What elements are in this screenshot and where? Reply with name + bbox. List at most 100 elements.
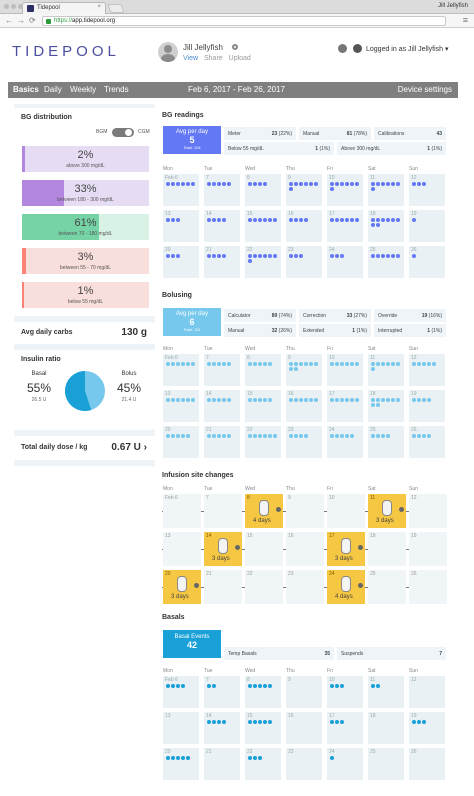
site-change-day[interactable]: 20 3 days — [163, 570, 201, 604]
calendar-day[interactable]: 9 — [286, 676, 322, 708]
calendar-day[interactable]: 25 — [368, 748, 404, 780]
calendar-day[interactable]: 12 — [409, 676, 445, 708]
calendar-day[interactable]: 22 — [245, 426, 281, 458]
bg-source-toggle[interactable] — [112, 128, 134, 137]
calendar-day[interactable]: 7 — [204, 354, 240, 386]
tab-weekly[interactable]: Weekly — [70, 85, 97, 94]
calendar-day[interactable]: 23 — [286, 570, 324, 604]
site-change-day[interactable]: 11 3 days — [368, 494, 406, 528]
calendar-day[interactable]: 19 — [409, 390, 445, 422]
calendar-day[interactable]: 12 — [409, 494, 447, 528]
calendar-day[interactable]: 11 — [368, 354, 404, 386]
calendar-day[interactable]: 19 — [409, 712, 445, 744]
calendar-day[interactable]: 8 — [245, 676, 281, 708]
calendar-day[interactable]: 18 — [368, 390, 404, 422]
close-icon[interactable]: × — [97, 4, 101, 10]
calendar-day[interactable]: 25 — [368, 246, 404, 278]
calendar-day[interactable]: 24 — [327, 748, 363, 780]
tab-basics[interactable]: Basics — [13, 85, 39, 94]
calendar-day[interactable]: 16 — [286, 210, 322, 242]
calendar-day[interactable]: 21 — [204, 426, 240, 458]
calendar-day[interactable]: 17 — [327, 712, 363, 744]
calendar-day[interactable]: 12 — [409, 354, 445, 386]
calendar-day[interactable]: 7 — [204, 494, 242, 528]
tidepool-logo[interactable]: TIDEPOOL — [12, 43, 120, 60]
tab-trends[interactable]: Trends — [104, 85, 129, 94]
calendar-day[interactable]: 21 — [204, 748, 240, 780]
back-icon[interactable]: ← — [5, 16, 13, 25]
calendar-day[interactable]: 23 — [286, 748, 322, 780]
calendar-day[interactable]: 10 — [327, 676, 363, 708]
summary-cell[interactable]: Temp Basals 35 — [224, 647, 334, 660]
site-change-day[interactable]: 8 4 days — [245, 494, 283, 528]
summary-cell[interactable]: Above 300 mg/dL 1 (1%) — [337, 142, 446, 155]
forward-icon[interactable]: → — [17, 16, 25, 25]
calendar-day[interactable]: 19 — [409, 532, 447, 566]
calendar-day[interactable]: 16 — [286, 390, 322, 422]
calendar-day[interactable]: 17 — [327, 210, 363, 242]
summary-cell[interactable]: Extended 1 (1%) — [299, 324, 371, 337]
calendar-day[interactable]: Feb 6 — [163, 494, 201, 528]
new-tab-button[interactable] — [107, 4, 125, 13]
calendar-day[interactable]: 14 — [204, 390, 240, 422]
calendar-day[interactable]: Feb 6 — [163, 354, 199, 386]
calendar-day[interactable]: 15 — [245, 532, 283, 566]
calendar-day[interactable]: 14 — [204, 210, 240, 242]
gear-icon[interactable] — [232, 44, 238, 50]
summary-cell[interactable]: Manual 81 (78%) — [299, 127, 371, 140]
browser-tab[interactable]: Tidepool × — [22, 2, 106, 14]
bolus-avg-summary[interactable]: Avg per day 6 Total: 121 — [163, 308, 221, 336]
calendar-day[interactable]: 20 — [163, 748, 199, 780]
calendar-day[interactable]: 13 — [163, 210, 199, 242]
calendar-day[interactable]: 8 — [245, 354, 281, 386]
calendar-day[interactable]: 11 — [368, 174, 404, 206]
summary-cell[interactable]: Correction 33 (27%) — [299, 309, 371, 322]
calendar-day[interactable]: 21 — [204, 570, 242, 604]
calendar-day[interactable]: 8 — [245, 174, 281, 206]
calendar-day[interactable]: 18 — [368, 210, 404, 242]
calendar-day[interactable]: 12 — [409, 174, 445, 206]
calendar-day[interactable]: Feb 6 — [163, 174, 199, 206]
calendar-day[interactable]: 23 — [286, 426, 322, 458]
view-link[interactable]: View — [183, 55, 199, 62]
window-controls[interactable] — [4, 4, 25, 11]
summary-cell[interactable]: Override 19 (16%) — [374, 309, 446, 322]
address-bar[interactable]: https://app.tidepool.org — [42, 16, 446, 26]
calendar-day[interactable]: 20 — [163, 246, 199, 278]
calendar-day[interactable]: 15 — [245, 390, 281, 422]
calendar-day[interactable]: 25 — [368, 426, 404, 458]
upload-link[interactable]: Upload — [228, 55, 251, 62]
calendar-day[interactable]: 22 — [245, 748, 281, 780]
summary-cell[interactable]: Manual 32 (26%) — [224, 324, 296, 337]
summary-cell[interactable]: Meter 23 (22%) — [224, 127, 296, 140]
calendar-day[interactable]: Feb 6 — [163, 676, 199, 708]
calendar-day[interactable]: 17 — [327, 390, 363, 422]
site-change-day[interactable]: 24 4 days — [327, 570, 365, 604]
calendar-day[interactable]: 16 — [286, 712, 322, 744]
calendar-day[interactable]: 13 — [163, 712, 199, 744]
calendar-day[interactable]: 18 — [368, 712, 404, 744]
browser-profile[interactable]: Jill Jellyfish — [437, 3, 468, 9]
summary-cell[interactable]: Suspends 7 — [337, 647, 446, 660]
tab-daily[interactable]: Daily — [44, 85, 62, 94]
calendar-day[interactable]: 7 — [204, 174, 240, 206]
calendar-day[interactable]: 23 — [286, 246, 322, 278]
calendar-day[interactable]: 11 — [368, 676, 404, 708]
calendar-day[interactable]: 24 — [327, 246, 363, 278]
calendar-day[interactable]: 26 — [409, 426, 445, 458]
calendar-day[interactable]: 15 — [245, 712, 281, 744]
calendar-day[interactable]: 10 — [327, 354, 363, 386]
calendar-day[interactable]: 22 — [245, 570, 283, 604]
basal-events-summary[interactable]: Basal Events 42 — [163, 630, 221, 658]
calendar-day[interactable]: 22 — [245, 246, 281, 278]
site-change-day[interactable]: 14 3 days — [204, 532, 242, 566]
summary-cell[interactable]: Interrupted 1 (1%) — [374, 324, 446, 337]
reload-icon[interactable]: ⟳ — [29, 16, 36, 25]
summary-cell[interactable]: Calibrations 43 — [374, 127, 446, 140]
calendar-day[interactable]: 15 — [245, 210, 281, 242]
calendar-day[interactable]: 14 — [204, 712, 240, 744]
device-settings-link[interactable]: Device settings — [397, 85, 452, 94]
total-daily-dose-card[interactable]: Total daily dose / kg 0.67 U › — [14, 436, 155, 460]
calendar-day[interactable]: 13 — [163, 532, 201, 566]
calendar-day[interactable]: 9 — [286, 494, 324, 528]
